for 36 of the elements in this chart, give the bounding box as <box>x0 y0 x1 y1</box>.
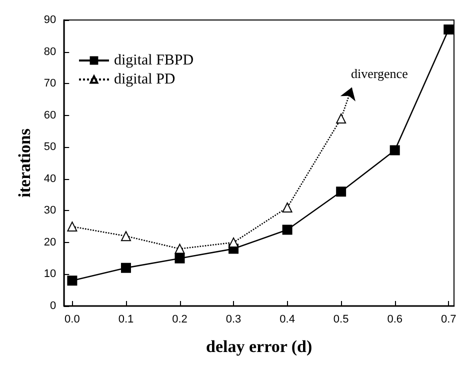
point <box>390 145 400 156</box>
y-tick-label: 70 <box>44 78 56 90</box>
annotation: divergence <box>351 66 408 81</box>
x-tick-label: 0.1 <box>118 314 134 326</box>
y-tick-label: 30 <box>44 204 56 217</box>
legend-label: digital PD <box>114 72 176 88</box>
point <box>67 276 78 286</box>
y-tick-label: 80 <box>44 46 56 58</box>
point <box>67 222 78 232</box>
y-tick-label: 20 <box>44 236 56 248</box>
point <box>120 262 131 273</box>
point <box>120 231 131 242</box>
x-tick-label: 0.3 <box>226 314 242 326</box>
point <box>174 253 185 264</box>
x-tick-label: 0.4 <box>280 314 295 326</box>
point <box>174 244 185 254</box>
x-tick-label: 0.0 <box>64 314 80 326</box>
y-tick-label: 10 <box>44 268 56 280</box>
y-tick-label: 90 <box>44 14 56 26</box>
y-tick-label: 40 <box>44 172 56 185</box>
point <box>336 114 346 124</box>
y-tick-label: 50 <box>44 141 56 154</box>
point <box>282 224 292 235</box>
x-tick-label: 0.7 <box>440 314 456 326</box>
point <box>444 24 454 35</box>
y-tick-label: 0 <box>50 300 56 312</box>
point <box>282 202 292 212</box>
x-axis-title: delay error (d) <box>206 337 312 356</box>
legend-label: digital FBPD <box>114 52 194 68</box>
x-tick-label: 0.2 <box>172 314 188 326</box>
y-axis-title: iterations <box>15 128 34 198</box>
x-tick-label: 0.5 <box>333 314 349 326</box>
point <box>336 186 346 197</box>
point <box>228 237 239 248</box>
x-tick-label: 0.6 <box>387 314 402 326</box>
y-tick-label: 60 <box>44 109 56 122</box>
